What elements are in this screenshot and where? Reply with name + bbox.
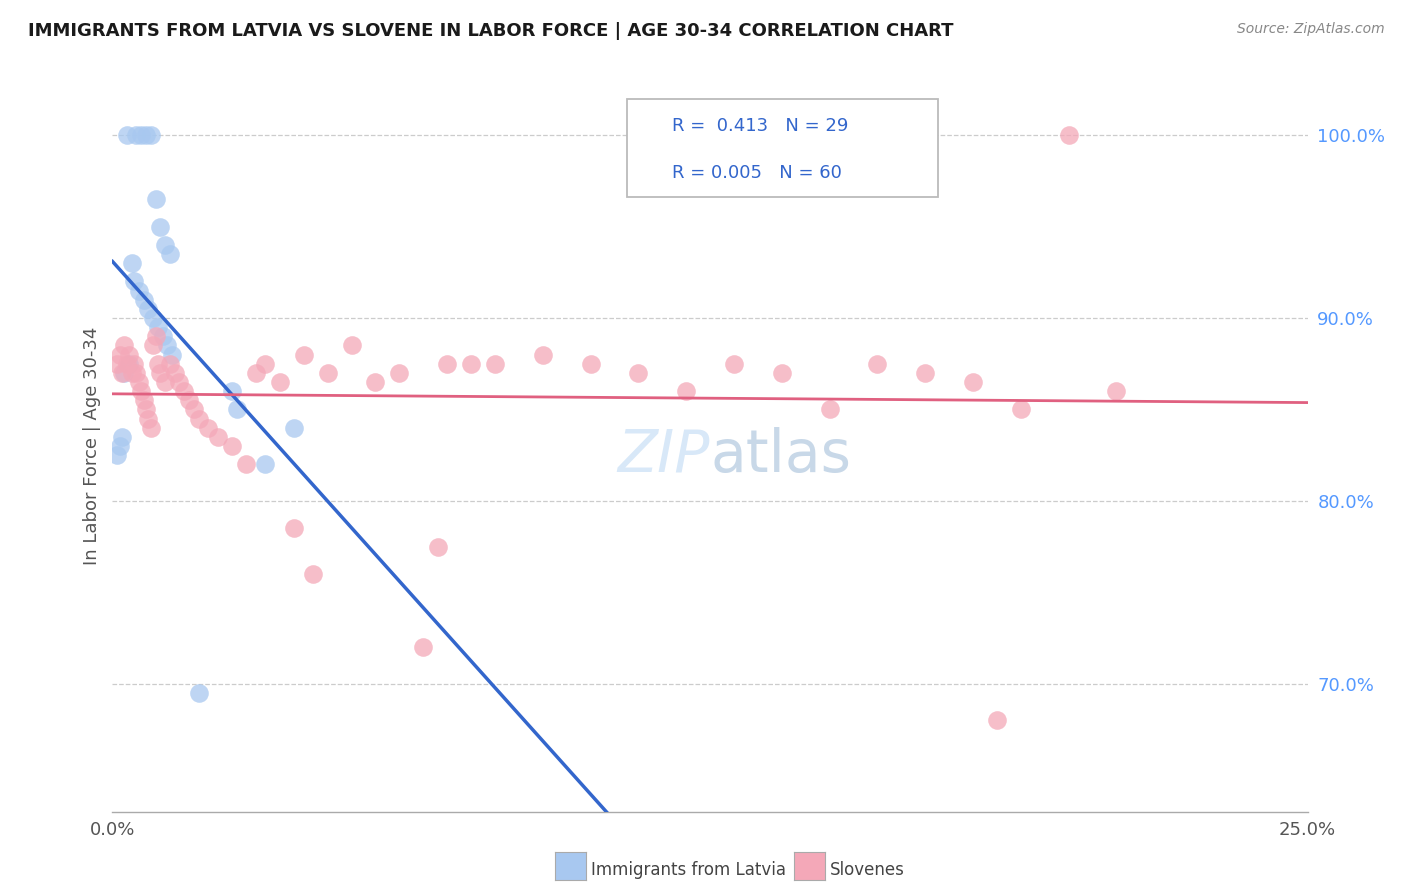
Point: [108, 348, 131, 362]
Point: [115, 128, 138, 143]
Text: IMMIGRANTS FROM LATVIA VS SLOVENE IN LABOR FORCE | AGE 30-34 CORRELATION CHART: IMMIGRANTS FROM LATVIA VS SLOVENE IN LAB…: [28, 22, 953, 40]
Point: [142, 311, 165, 326]
Point: [139, 128, 162, 143]
Point: [105, 448, 128, 462]
Point: [770, 366, 793, 380]
Text: Immigrants from Latvia: Immigrants from Latvia: [591, 861, 786, 879]
Point: [159, 247, 181, 261]
Point: [114, 366, 135, 380]
Point: [235, 458, 257, 472]
Point: [146, 357, 169, 371]
Point: [153, 238, 176, 252]
Point: [207, 430, 229, 444]
Point: [302, 567, 325, 582]
Point: [316, 366, 339, 380]
Point: [254, 458, 277, 472]
Point: [460, 357, 482, 371]
Point: [132, 293, 155, 307]
Point: [177, 393, 200, 408]
Point: [187, 411, 209, 425]
Point: [1105, 384, 1128, 399]
Point: [340, 338, 363, 352]
Point: [484, 357, 506, 371]
Y-axis label: In Labor Force | Age 30-34: In Labor Force | Age 30-34: [83, 326, 101, 566]
Point: [436, 357, 458, 371]
Point: [152, 329, 174, 343]
Point: [125, 128, 148, 143]
Point: [1010, 402, 1032, 417]
Point: [162, 348, 183, 362]
Point: [122, 357, 145, 371]
Point: [986, 714, 1008, 728]
Point: [128, 375, 150, 389]
Text: ZIP: ZIP: [617, 426, 710, 483]
Point: [579, 357, 602, 371]
Point: [145, 192, 167, 206]
Point: [225, 402, 247, 417]
Text: atlas: atlas: [710, 426, 851, 483]
Point: [412, 640, 434, 655]
Point: [145, 329, 167, 343]
Point: [283, 521, 305, 535]
Point: [118, 348, 141, 362]
Point: [138, 411, 160, 425]
Point: [153, 375, 176, 389]
Point: [139, 421, 162, 435]
Point: [1057, 128, 1080, 143]
Point: [183, 402, 205, 417]
Point: [675, 384, 697, 399]
Point: [146, 320, 169, 334]
Point: [108, 439, 131, 453]
Text: Slovenes: Slovenes: [830, 861, 904, 879]
Point: [254, 357, 277, 371]
Point: [426, 540, 449, 554]
Point: [818, 402, 841, 417]
Point: [245, 366, 267, 380]
Point: [128, 284, 150, 298]
Point: [531, 348, 554, 362]
Point: [149, 366, 172, 380]
Point: [292, 348, 315, 362]
Text: R = 0.005   N = 60: R = 0.005 N = 60: [672, 163, 842, 182]
Point: [105, 357, 128, 371]
Point: [122, 275, 145, 289]
Point: [142, 338, 165, 352]
Point: [156, 338, 179, 352]
Text: R =  0.413   N = 29: R = 0.413 N = 29: [672, 117, 849, 136]
Point: [135, 128, 157, 143]
Point: [283, 421, 305, 435]
Point: [121, 366, 143, 380]
Point: [118, 357, 141, 371]
Point: [149, 219, 172, 234]
Point: [221, 384, 243, 399]
Point: [364, 375, 387, 389]
Point: [914, 366, 936, 380]
Point: [111, 366, 134, 380]
Point: [132, 393, 155, 408]
Text: Source: ZipAtlas.com: Source: ZipAtlas.com: [1237, 22, 1385, 37]
Point: [221, 439, 243, 453]
Point: [187, 686, 209, 700]
Point: [388, 366, 411, 380]
Point: [269, 375, 291, 389]
Point: [627, 366, 650, 380]
Point: [114, 338, 135, 352]
Point: [111, 430, 134, 444]
Point: [197, 421, 219, 435]
Point: [173, 384, 195, 399]
Point: [129, 384, 152, 399]
Point: [866, 357, 889, 371]
Point: [129, 128, 152, 143]
Point: [163, 366, 186, 380]
Point: [115, 357, 138, 371]
Point: [723, 357, 745, 371]
Point: [962, 375, 984, 389]
Point: [125, 366, 148, 380]
Point: [169, 375, 191, 389]
Point: [159, 357, 181, 371]
Point: [135, 402, 157, 417]
Point: [121, 256, 143, 270]
Point: [138, 301, 160, 316]
